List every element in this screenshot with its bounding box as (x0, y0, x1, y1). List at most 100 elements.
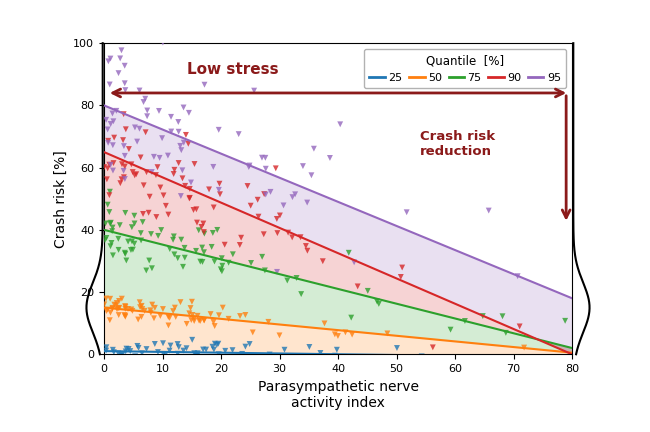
Point (118, 167, 129, 174)
Point (218, 304, 228, 311)
Point (252, 196, 263, 203)
Point (136, 230, 146, 237)
Point (199, 317, 209, 324)
Point (135, 87, 145, 94)
Point (120, 175, 130, 182)
Point (115, 55, 125, 62)
Point (120, 87, 131, 94)
Point (325, 155, 335, 162)
Point (118, 111, 129, 118)
Point (181, 131, 191, 138)
Point (109, 160, 119, 167)
Point (104, 209, 114, 216)
Point (340, 329, 350, 336)
Point (349, 259, 359, 266)
Point (99, 0, 109, 5)
Point (214, 186, 224, 193)
Point (120, 163, 130, 170)
Point (132, 356, 142, 362)
Point (514, 323, 525, 330)
Point (120, 303, 130, 310)
Point (101, 176, 112, 183)
Point (296, 291, 306, 298)
Point (214, 312, 224, 319)
Point (177, 175, 188, 182)
Point (199, 230, 209, 237)
Point (103, 58, 114, 65)
Point (397, 264, 408, 271)
Point (165, 342, 176, 349)
Legend: 25, 50, 75, 90, 95: 25, 50, 75, 90, 95 (364, 49, 566, 89)
Point (261, 191, 271, 198)
Point (207, 229, 218, 236)
Point (136, 237, 146, 244)
Point (259, 231, 269, 238)
Point (163, 322, 174, 329)
Point (125, 348, 135, 355)
Point (120, 152, 130, 159)
Point (115, 355, 125, 362)
Point (176, 299, 186, 305)
Point (208, 318, 218, 325)
Point (146, 168, 157, 175)
Point (168, 308, 178, 314)
Point (125, 247, 136, 254)
Point (135, 299, 145, 306)
Point (191, 206, 202, 213)
Point (158, 351, 168, 358)
Point (519, 344, 529, 351)
Point (127, 308, 138, 314)
Point (188, 206, 199, 213)
Point (216, 266, 226, 273)
Point (99, 301, 110, 308)
Point (103, 126, 113, 133)
Point (220, 347, 231, 354)
Point (140, 95, 150, 102)
Point (120, 80, 130, 87)
Point (154, 357, 164, 364)
Point (291, 356, 302, 362)
Point (240, 356, 250, 363)
Point (460, 318, 470, 324)
Point (216, 255, 227, 262)
Point (101, 344, 112, 351)
Point (195, 258, 205, 265)
Point (200, 81, 210, 88)
Point (209, 323, 220, 330)
Point (129, 220, 140, 227)
Point (118, 137, 128, 143)
Point (159, 364, 169, 371)
Point (130, 353, 140, 360)
Point (287, 194, 298, 200)
Point (107, 110, 118, 117)
Point (306, 172, 317, 179)
Point (115, 359, 125, 366)
Point (392, 345, 402, 352)
Point (158, 39, 168, 46)
Point (187, 337, 198, 343)
Point (263, 318, 274, 325)
Point (105, 219, 116, 226)
Point (168, 233, 179, 240)
Point (109, 22, 119, 29)
Point (135, 125, 145, 132)
Point (175, 143, 185, 149)
Point (99, 364, 110, 371)
Point (168, 236, 178, 243)
Point (113, 246, 124, 253)
Point (113, 235, 124, 242)
Point (176, 193, 186, 200)
Point (240, 311, 250, 318)
Point (207, 343, 218, 350)
Point (162, 152, 173, 159)
Point (478, 313, 488, 320)
Point (257, 154, 267, 161)
Point (201, 346, 211, 353)
Point (131, 171, 142, 178)
Point (116, 352, 126, 359)
Point (344, 249, 354, 256)
Point (261, 165, 271, 172)
Point (99, 164, 109, 171)
Point (332, 346, 342, 353)
Point (141, 169, 151, 176)
